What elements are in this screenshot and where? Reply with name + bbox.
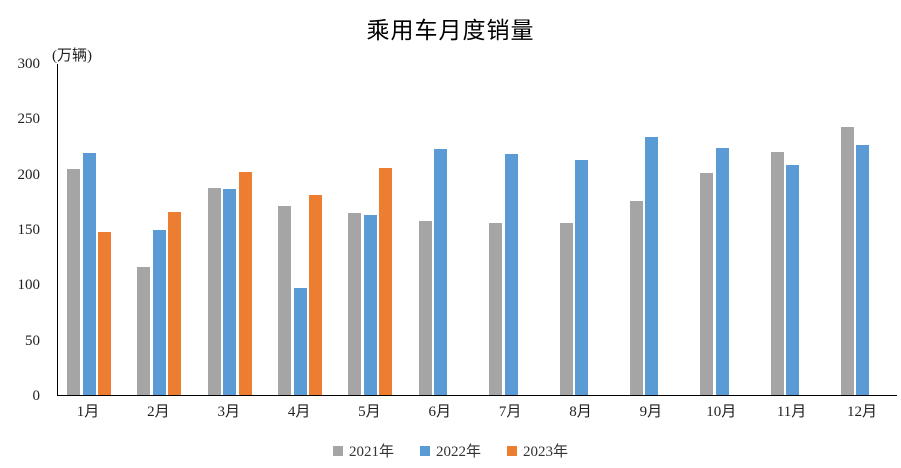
x-tick-9月: 9月 <box>639 404 663 420</box>
legend-item-2022年: 2022年 <box>419 440 481 461</box>
y-tick-200: 200 <box>17 166 41 183</box>
bar-2021年-1月 <box>67 168 80 395</box>
y-tick-150: 150 <box>17 222 41 238</box>
legend-swatch-icon <box>332 445 343 456</box>
y-tick-50: 50 <box>25 332 40 349</box>
chart-title: 乘用车月度销量 <box>366 18 535 43</box>
y-axis-unit-label: (万辆) <box>52 48 92 64</box>
bar-2021年-11月 <box>770 152 784 395</box>
x-tick-7月: 7月 <box>498 404 522 420</box>
y-tick-300: 300 <box>17 56 41 72</box>
x-tick-11月: 11月 <box>776 404 807 420</box>
bar-2021年-4月 <box>278 206 292 395</box>
bar-2023年-5月 <box>379 168 393 395</box>
bar-2021年-5月 <box>348 212 362 395</box>
x-tick-6月: 6月 <box>428 404 452 420</box>
x-tick-10月: 10月 <box>706 404 737 420</box>
x-tick-8月: 8月 <box>569 404 592 420</box>
legend-item-2021年: 2021年 <box>332 440 394 461</box>
bar-2021年-10月 <box>700 172 714 395</box>
bar-2022年-1月 <box>82 153 96 395</box>
bar-2022年-12月 <box>856 144 870 395</box>
bar-2021年-3月 <box>207 187 221 395</box>
bar-2021年-9月 <box>629 201 643 395</box>
bar-2021年-6月 <box>418 221 432 395</box>
bar-2023年-1月 <box>98 232 111 395</box>
bar-2022年-9月 <box>645 136 659 395</box>
bar-2022年-6月 <box>434 149 448 395</box>
legend-item-2023年: 2023年 <box>507 440 568 461</box>
plot-area <box>57 64 897 396</box>
legend-swatch-icon <box>507 445 517 456</box>
x-tick-4月: 4月 <box>287 404 311 420</box>
bar-2023年-3月 <box>238 171 252 395</box>
bar-2022年-5月 <box>363 215 377 395</box>
bar-2021年-8月 <box>559 223 573 395</box>
bar-2022年-2月 <box>152 230 166 395</box>
legend-label: 2021年 <box>348 444 394 460</box>
legend-label: 2022年 <box>435 444 481 460</box>
x-tick-12月: 12月 <box>846 404 877 420</box>
bar-2023年-2月 <box>168 212 182 395</box>
bar-2022年-8月 <box>575 159 589 395</box>
bar-2023年-4月 <box>309 194 323 395</box>
y-tick-100: 100 <box>17 277 41 294</box>
bar-2021年-7月 <box>489 223 503 395</box>
y-tick-0: 0 <box>32 388 41 404</box>
x-tick-5月: 5月 <box>358 404 381 420</box>
y-tick-250: 250 <box>17 111 41 128</box>
x-tick-1月: 1月 <box>76 404 100 420</box>
bar-2021年-2月 <box>137 267 151 395</box>
bar-2021年-12月 <box>840 126 854 395</box>
bar-2022年-4月 <box>293 288 307 395</box>
legend-label: 2023年 <box>523 444 569 460</box>
x-tick-3月: 3月 <box>217 404 240 420</box>
bar-2022年-7月 <box>504 154 518 395</box>
legend: 2021年 2022年 2023年 <box>0 440 901 461</box>
bar-2022年-10月 <box>715 148 729 395</box>
bar-2022年-11月 <box>786 165 800 395</box>
bar-2022年-3月 <box>223 188 237 395</box>
x-tick-2月: 2月 <box>147 404 170 420</box>
legend-swatch-icon <box>419 445 430 456</box>
